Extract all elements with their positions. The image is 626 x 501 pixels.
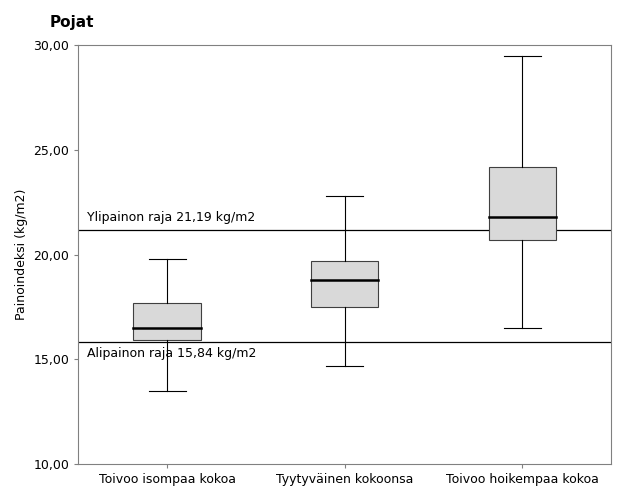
Text: Ylipainon raja 21,19 kg/m2: Ylipainon raja 21,19 kg/m2 (88, 211, 255, 224)
Bar (133, 303, 201, 340)
Y-axis label: Painoindeksi (kg/m2): Painoindeksi (kg/m2) (15, 189, 28, 320)
Bar (311, 261, 379, 307)
Text: Pojat: Pojat (50, 15, 95, 30)
Bar (488, 166, 556, 240)
Text: Alipainon raja 15,84 kg/m2: Alipainon raja 15,84 kg/m2 (88, 347, 257, 360)
